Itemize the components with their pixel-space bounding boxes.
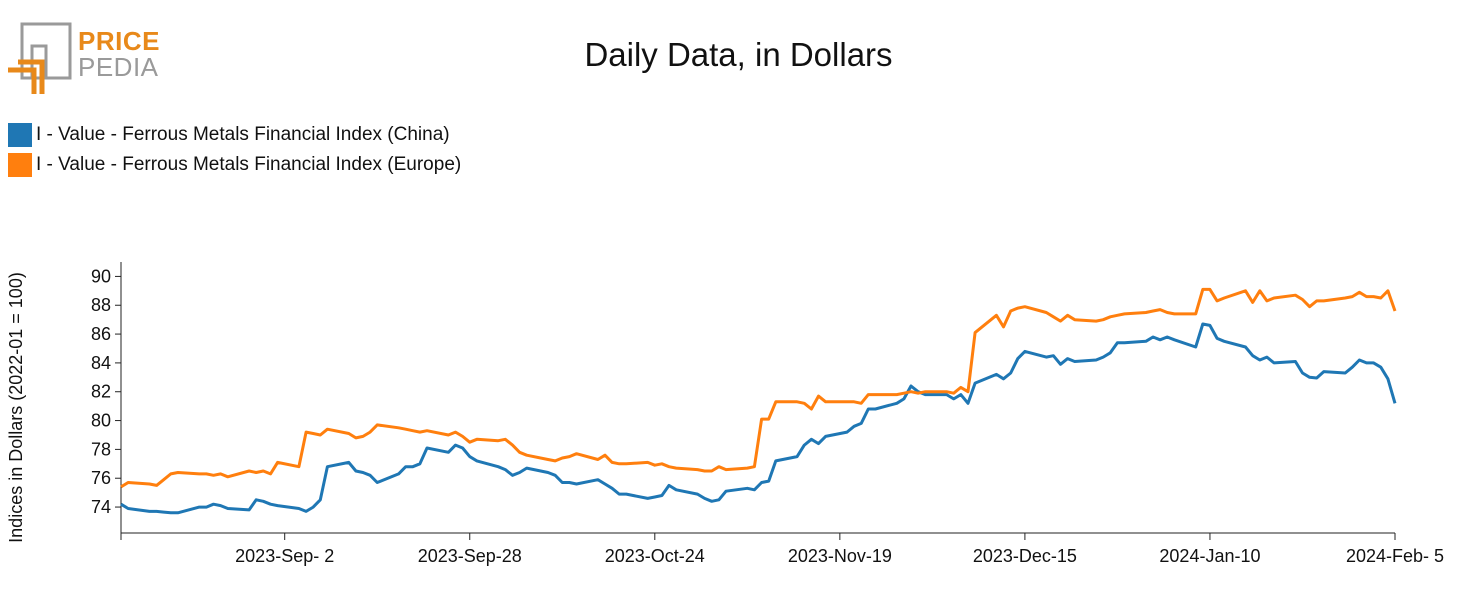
legend-item-china[interactable]: I - Value - Ferrous Metals Financial Ind… [8,120,461,150]
y-tick-label: 90 [91,266,111,286]
y-tick-label: 82 [91,382,111,402]
y-tick-label: 86 [91,324,111,344]
legend: I - Value - Ferrous Metals Financial Ind… [8,120,461,180]
y-tick-label: 84 [91,353,111,373]
x-tick-label: 2024-Jan-10 [1159,546,1260,566]
series-line-europe [120,287,1397,489]
logo-text-price: PRICE [78,26,160,56]
legend-swatch-china [8,123,32,147]
y-tick-label: 74 [91,497,111,517]
pricepedia-logo: PRICE PEDIA [8,22,168,96]
y-axis-label: Indices in Dollars (2022-01 = 100) [6,272,26,543]
y-tick-label: 78 [91,439,111,459]
legend-item-europe[interactable]: I - Value - Ferrous Metals Financial Ind… [8,150,461,180]
y-tick-label: 76 [91,468,111,488]
series-line-china [120,322,1397,515]
x-tick-label: 2023-Nov-19 [788,546,892,566]
y-tick-label: 80 [91,411,111,431]
x-tick-label: 2023-Oct-24 [605,546,705,566]
x-tick-label: 2023-Sep- 2 [235,546,334,566]
x-tick-label: 2023-Sep-28 [418,546,522,566]
x-tick-label: 2024-Feb- 5 [1346,546,1444,566]
chart-title: Daily Data, in Dollars [584,36,893,73]
legend-label-europe: I - Value - Ferrous Metals Financial Ind… [36,154,462,175]
x-tick-label: 2023-Dec-15 [973,546,1077,566]
legend-label-china: I - Value - Ferrous Metals Financial Ind… [36,124,450,145]
legend-swatch-europe [8,153,32,177]
logo-mark-icon [8,22,72,94]
logo-text-pedia: PEDIA [78,52,159,82]
y-tick-label: 88 [91,295,111,315]
